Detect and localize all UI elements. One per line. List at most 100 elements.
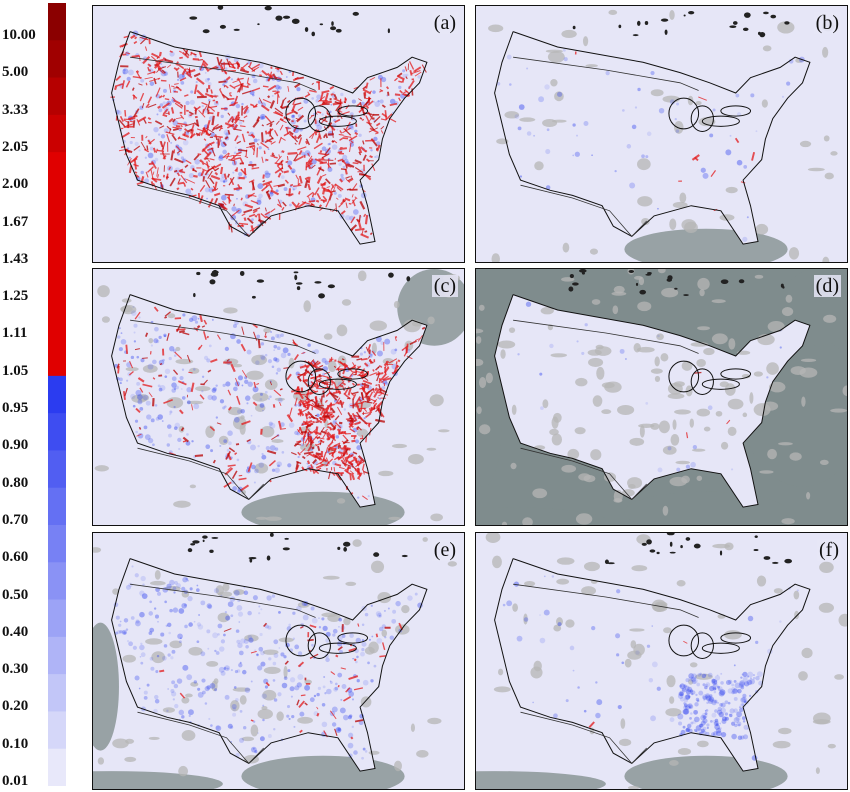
- gray-patch: [798, 671, 808, 681]
- blue-speckle: [186, 674, 193, 681]
- red-road-segment: [312, 458, 318, 465]
- red-road-segment: [330, 184, 335, 191]
- red-road-segment: [375, 407, 380, 413]
- red-road-segment: [411, 88, 414, 96]
- red-road-segment: [204, 162, 210, 168]
- red-road-segment: [193, 327, 199, 330]
- red-road-segment: [179, 103, 184, 108]
- blue-speckle: [292, 611, 296, 615]
- gray-patch: [697, 740, 709, 748]
- panel-label: (d): [813, 275, 841, 297]
- red-road-segment: [293, 125, 298, 133]
- red-road-segment: [196, 89, 205, 98]
- red-road-segment: [118, 119, 126, 128]
- red-road-segment: [322, 187, 326, 195]
- red-road-segment: [331, 128, 334, 138]
- red-road-segment: [211, 115, 215, 126]
- colorbar-segment: [48, 301, 66, 340]
- blue-speckle: [679, 684, 682, 688]
- red-road-segment: [168, 84, 172, 93]
- red-road-segment: [346, 465, 350, 473]
- blue-speckle: [169, 579, 175, 586]
- blue-speckle: [149, 600, 153, 604]
- gray-patch: [230, 700, 240, 712]
- lake-outline: [307, 368, 331, 395]
- red-road-segment: [340, 447, 351, 451]
- blue-speckle: [679, 683, 686, 690]
- red-road-segment: [311, 131, 316, 140]
- blue-speckle: [316, 413, 320, 418]
- blue-speckle: [236, 669, 241, 673]
- gray-patch: [561, 464, 577, 473]
- blue-speckle: [127, 69, 134, 76]
- blue-speckle: [704, 685, 708, 690]
- blue-speckle: [273, 357, 278, 362]
- blue-speckle: [253, 138, 258, 143]
- red-road-segment: [281, 206, 285, 211]
- island-outline: [646, 539, 652, 545]
- blue-speckle: [334, 686, 339, 691]
- gray-patch: [124, 756, 137, 762]
- gray-patch: [491, 253, 500, 262]
- us-land: [111, 294, 427, 508]
- red-road-segment: [177, 63, 184, 69]
- blue-speckle: [207, 647, 210, 650]
- red-road-segment: [306, 155, 313, 165]
- red-road-segment: [228, 65, 236, 69]
- red-road-segment: [132, 94, 138, 100]
- blue-speckle: [752, 676, 756, 680]
- blue-speckle: [146, 414, 152, 420]
- blue-speckle: [496, 81, 501, 86]
- island-outline: [693, 543, 701, 549]
- red-road-segment: [267, 95, 271, 99]
- gray-patch: [727, 398, 744, 410]
- gray-patch: [767, 321, 785, 333]
- blue-speckle: [347, 742, 354, 749]
- blue-speckle: [261, 452, 264, 456]
- gray-patch: [283, 665, 288, 679]
- red-road-segment: [281, 137, 286, 141]
- blue-speckle: [224, 610, 228, 614]
- red-road-segment: [360, 368, 366, 374]
- red-road-segment: [315, 135, 321, 144]
- blue-speckle: [133, 340, 137, 343]
- blue-speckle: [130, 310, 137, 316]
- blue-speckle: [679, 691, 684, 697]
- colorbar-segment: [48, 77, 66, 116]
- red-road-segment: [347, 419, 356, 422]
- red-road-segment: [386, 86, 390, 90]
- red-road-segment: [340, 210, 346, 215]
- gray-patch: [195, 386, 211, 392]
- blue-speckle: [154, 614, 159, 619]
- island-outline: [738, 279, 745, 284]
- red-road-segment: [292, 124, 299, 127]
- red-road-segment: [367, 355, 371, 359]
- red-road-segment: [404, 66, 408, 72]
- blue-speckle: [779, 346, 782, 349]
- gray-patch: [667, 393, 685, 399]
- blue-speckle: [679, 690, 682, 693]
- gray-patch: [217, 612, 230, 623]
- blue-speckle: [333, 191, 337, 195]
- red-road-segment: [216, 111, 220, 117]
- blue-speckle: [208, 344, 212, 348]
- blue-speckle: [291, 170, 295, 174]
- blue-speckle: [278, 610, 281, 614]
- red-road-segment: [208, 105, 216, 112]
- red-road-segment: [228, 447, 236, 453]
- blue-speckle: [569, 645, 575, 651]
- red-road-segment: [347, 397, 351, 400]
- red-road-segment: [327, 425, 332, 430]
- red-road-segment: [308, 116, 312, 120]
- gray-patch: [703, 426, 711, 432]
- red-road-segment: [210, 174, 221, 181]
- gray-patch: [727, 426, 737, 436]
- blue-speckle: [178, 608, 185, 614]
- red-road-segment: [251, 87, 261, 92]
- island-outline: [664, 29, 668, 35]
- blue-speckle: [297, 674, 304, 681]
- red-road-segment: [296, 134, 302, 140]
- red-road-segment: [329, 85, 335, 90]
- island-outline: [568, 286, 574, 292]
- blue-speckle: [337, 728, 341, 731]
